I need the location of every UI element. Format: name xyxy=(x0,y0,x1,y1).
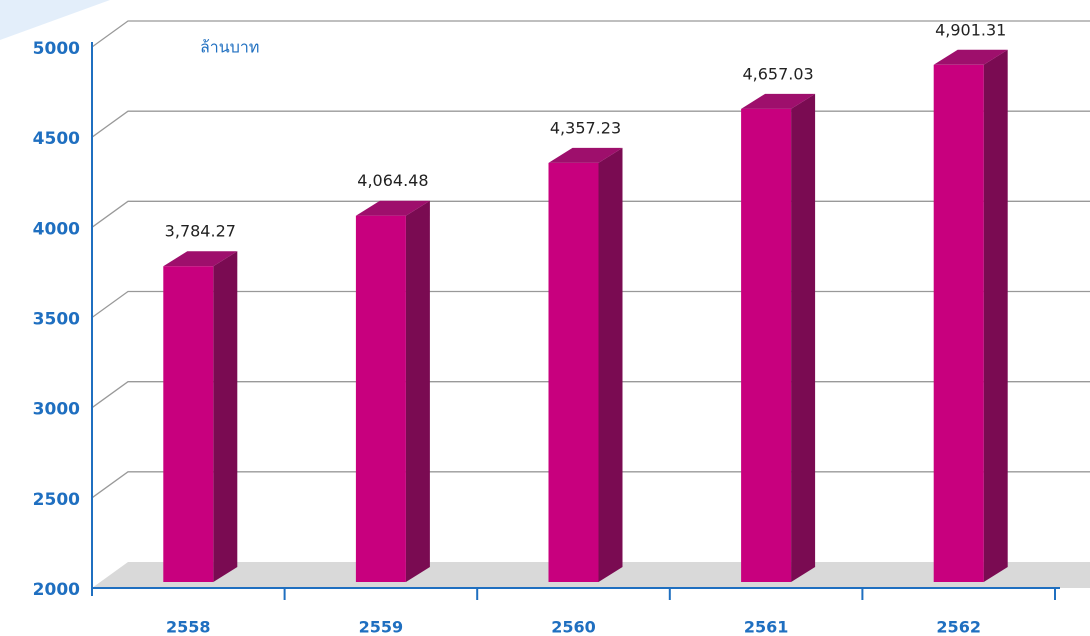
x-tick-label: 2558 xyxy=(166,618,211,636)
y-tick-label: 4500 xyxy=(33,129,80,149)
corner-decoration xyxy=(0,0,110,40)
bar-top xyxy=(741,93,816,109)
y-tick-label: 4000 xyxy=(33,219,80,239)
unit-label: ล้านบาท xyxy=(200,38,259,57)
y-tick-label: 5000 xyxy=(33,39,80,59)
value-label: 4,901.31 xyxy=(935,20,1006,39)
x-tick-label: 2559 xyxy=(359,618,404,636)
bar-top xyxy=(355,200,430,216)
y-tick-label: 3000 xyxy=(33,400,80,420)
bar-side xyxy=(598,147,623,583)
x-tick-label: 2562 xyxy=(936,618,981,636)
bar-front xyxy=(741,108,792,582)
bar-front xyxy=(548,162,599,583)
bar-top xyxy=(163,251,238,267)
bar-top xyxy=(548,147,623,163)
x-tick-label: 2561 xyxy=(744,618,789,636)
bar xyxy=(163,251,238,583)
x-tick-label: 2560 xyxy=(551,618,596,636)
bar-side xyxy=(791,93,816,582)
y-tick-label: 3500 xyxy=(33,310,80,330)
bar-front xyxy=(163,266,214,582)
bar-top xyxy=(933,49,1008,65)
bar-side xyxy=(405,200,430,582)
value-label: 4,064.48 xyxy=(357,171,428,190)
y-tick-label: 2000 xyxy=(33,580,80,600)
bar xyxy=(741,93,816,582)
value-label: 4,357.23 xyxy=(550,118,621,137)
bar xyxy=(933,49,1008,582)
grid-line xyxy=(91,20,1090,48)
bar-side xyxy=(213,251,238,583)
y-tick-label: 2500 xyxy=(33,490,80,510)
bar-front xyxy=(933,64,984,582)
bar xyxy=(355,200,430,582)
bar xyxy=(548,147,623,583)
bar-front xyxy=(355,215,406,582)
value-label: 3,784.27 xyxy=(165,222,236,241)
bar-side xyxy=(983,49,1008,582)
value-label: 4,657.03 xyxy=(742,64,813,83)
